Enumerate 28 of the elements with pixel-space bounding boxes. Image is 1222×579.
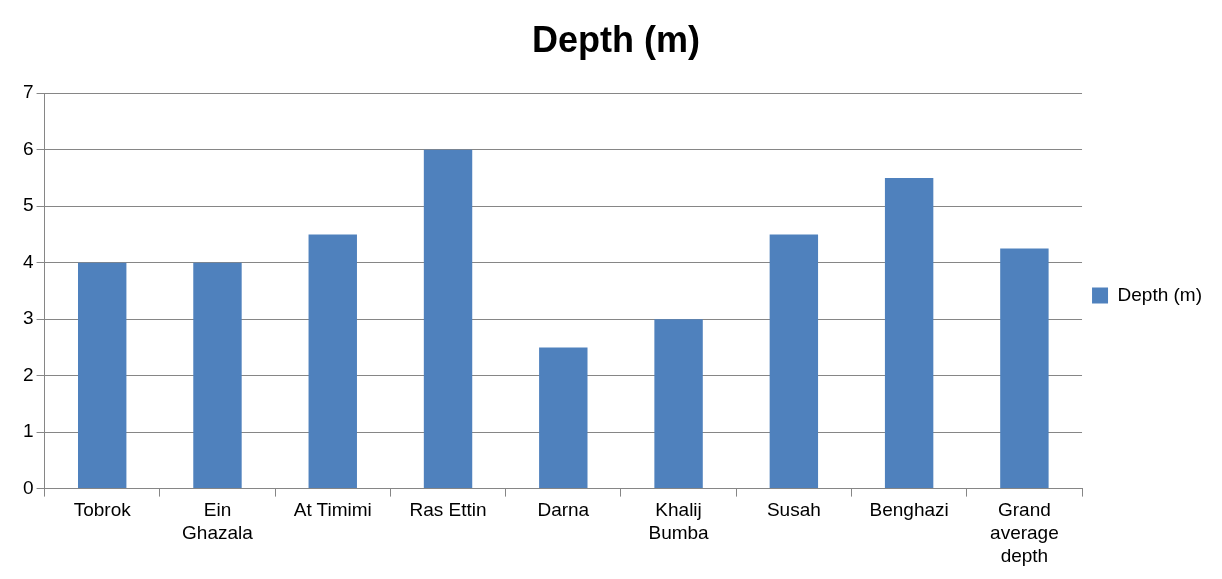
x-tick-label: At Timimi: [293, 499, 372, 521]
x-tick-label: Ras Ettin: [409, 499, 487, 521]
x-tick-label: Grand average depth: [990, 499, 1059, 566]
x-tick-label: Khalij Bumba: [648, 499, 710, 544]
y-tick-label: 5: [22, 194, 34, 216]
x-tick-label: Ein Ghazala: [182, 499, 254, 544]
bar: [884, 177, 934, 489]
x-tick-label: Darna: [537, 499, 590, 521]
bar: [193, 262, 242, 489]
bar: [1000, 248, 1049, 489]
y-tick-label: 1: [22, 420, 34, 442]
x-tick-label: Susah: [766, 499, 821, 521]
chart-title: Depth (m): [532, 18, 700, 60]
x-tick-label: Benghazi: [869, 499, 949, 521]
y-tick-label: 6: [22, 137, 34, 159]
y-tick-label: 7: [22, 81, 34, 103]
bar: [78, 262, 127, 489]
bar: [308, 234, 357, 489]
bar: [769, 234, 819, 489]
y-tick-label: 2: [22, 363, 34, 385]
bar: [423, 149, 473, 489]
y-tick-label: 4: [22, 250, 34, 272]
legend-label: Depth (m): [1117, 283, 1203, 305]
bar: [539, 347, 588, 489]
x-tick-label: Tobrok: [73, 499, 132, 521]
y-tick-label: 0: [22, 476, 34, 498]
y-tick-label: 3: [22, 307, 34, 329]
bar: [654, 319, 703, 489]
